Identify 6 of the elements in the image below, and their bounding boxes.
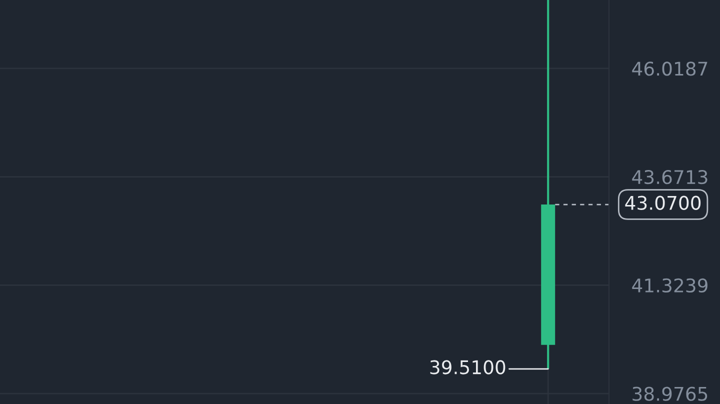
- y-tick-label: 41.3239: [632, 278, 708, 293]
- y-tick-label: 38.9765: [632, 386, 708, 401]
- ref-line-label: 43.0700: [625, 196, 701, 210]
- y-tick-label: 46.0187: [632, 62, 708, 76]
- y-tick-label: 43.6713: [632, 170, 708, 184]
- annotation: 39.5100: [430, 360, 506, 374]
